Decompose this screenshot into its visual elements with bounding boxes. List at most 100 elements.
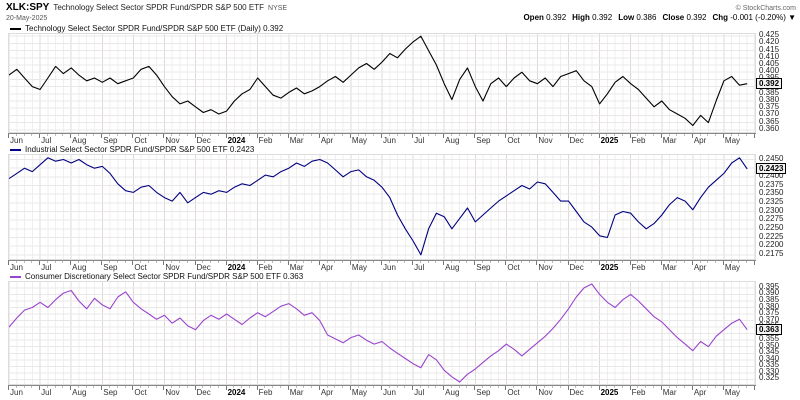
week-tick [637, 386, 639, 388]
week-tick [738, 261, 740, 263]
week-tick [357, 261, 359, 263]
month-tick [660, 386, 662, 390]
x-tick-label: Nov [538, 263, 553, 272]
x-tick-label: Aug [445, 136, 460, 145]
week-tick [248, 386, 250, 388]
week-tick [489, 261, 491, 263]
x-tick-label: Jun [383, 388, 396, 397]
week-tick [77, 134, 79, 136]
y-axis: 0.3950.3900.3850.3800.3750.3700.3650.360… [756, 281, 800, 385]
legend-line-swatch [10, 148, 21, 151]
week-tick [715, 134, 717, 136]
week-tick [54, 134, 56, 136]
y-tick-label: 0.370 [759, 314, 780, 324]
x-tick-label: Aug [445, 388, 460, 397]
week-tick [248, 261, 250, 263]
month-tick [412, 261, 414, 265]
x-tick-label: Jul [41, 136, 52, 145]
x-tick-label: Apr [320, 136, 334, 145]
week-tick [699, 386, 701, 388]
week-tick [248, 134, 250, 136]
month-tick [287, 134, 289, 138]
week-tick [233, 134, 235, 136]
week-tick [186, 386, 188, 388]
ohlc-field-open: Open 0.392 [523, 13, 567, 22]
week-tick [606, 134, 608, 136]
week-tick [116, 134, 118, 136]
week-tick [295, 386, 297, 388]
x-tick-label: Mar [662, 388, 677, 397]
week-tick [427, 261, 429, 263]
week-tick [279, 134, 281, 136]
week-tick [140, 134, 142, 136]
week-tick [303, 386, 305, 388]
week-tick [652, 261, 654, 263]
month-tick [225, 261, 227, 265]
week-tick [279, 386, 281, 388]
week-tick [396, 386, 398, 388]
month-tick [598, 386, 600, 390]
month-tick [536, 134, 538, 138]
week-tick [715, 261, 717, 263]
month-tick [163, 261, 165, 265]
legend-label: Consumer Discretionary Select Sector SPD… [25, 272, 304, 281]
week-tick [528, 386, 530, 388]
week-tick [93, 386, 95, 388]
week-tick [303, 134, 305, 136]
month-tick [412, 134, 414, 138]
week-tick [396, 261, 398, 263]
week-tick [652, 386, 654, 388]
x-axis-spacer [756, 133, 800, 144]
week-tick [427, 386, 429, 388]
week-tick [575, 386, 577, 388]
x-tick-label: Aug [72, 388, 87, 397]
week-tick [124, 386, 126, 388]
week-tick [186, 261, 188, 263]
week-tick [311, 134, 313, 136]
x-tick-label: May [724, 263, 741, 272]
week-tick [668, 386, 670, 388]
y-tick-label: 0.2225 [759, 231, 784, 241]
week-tick [707, 261, 709, 263]
week-tick [124, 261, 126, 263]
x-tick-label: Jun [10, 388, 23, 397]
week-tick [326, 386, 328, 388]
week-tick [264, 134, 266, 136]
week-tick [450, 386, 452, 388]
week-tick [171, 134, 173, 136]
week-tick [31, 261, 33, 263]
week-tick [730, 134, 732, 136]
y-tick-label: 0.2400 [759, 170, 784, 180]
month-tick [474, 261, 476, 265]
week-tick [373, 386, 375, 388]
week-tick [489, 134, 491, 136]
x-tick-label: Apr [320, 388, 334, 397]
plot-area [8, 33, 756, 133]
month-tick [70, 386, 72, 390]
x-tick-label: Nov [165, 136, 180, 145]
month-tick [39, 134, 41, 138]
month-tick [754, 134, 755, 138]
week-tick [707, 386, 709, 388]
week-tick [559, 134, 561, 136]
week-tick [699, 261, 701, 263]
week-tick [404, 386, 406, 388]
week-tick [614, 261, 616, 263]
week-tick [342, 386, 344, 388]
x-tick-label: Jun [10, 136, 23, 145]
x-tick-label: Nov [165, 388, 180, 397]
x-tick-label: Jul [41, 263, 52, 272]
week-tick [62, 261, 64, 263]
last-value-box: 0.392 [756, 77, 783, 89]
month-tick [163, 134, 165, 138]
month-tick [8, 386, 9, 390]
week-tick [147, 134, 149, 136]
week-tick [575, 134, 577, 136]
week-tick [171, 261, 173, 263]
legend-industrial: Industrial Select Sector SPDR Fund/SPDR … [8, 145, 800, 154]
y-tick-label: 0.420 [759, 37, 780, 47]
week-tick [334, 261, 336, 263]
week-tick [388, 261, 390, 263]
week-tick [272, 134, 274, 136]
